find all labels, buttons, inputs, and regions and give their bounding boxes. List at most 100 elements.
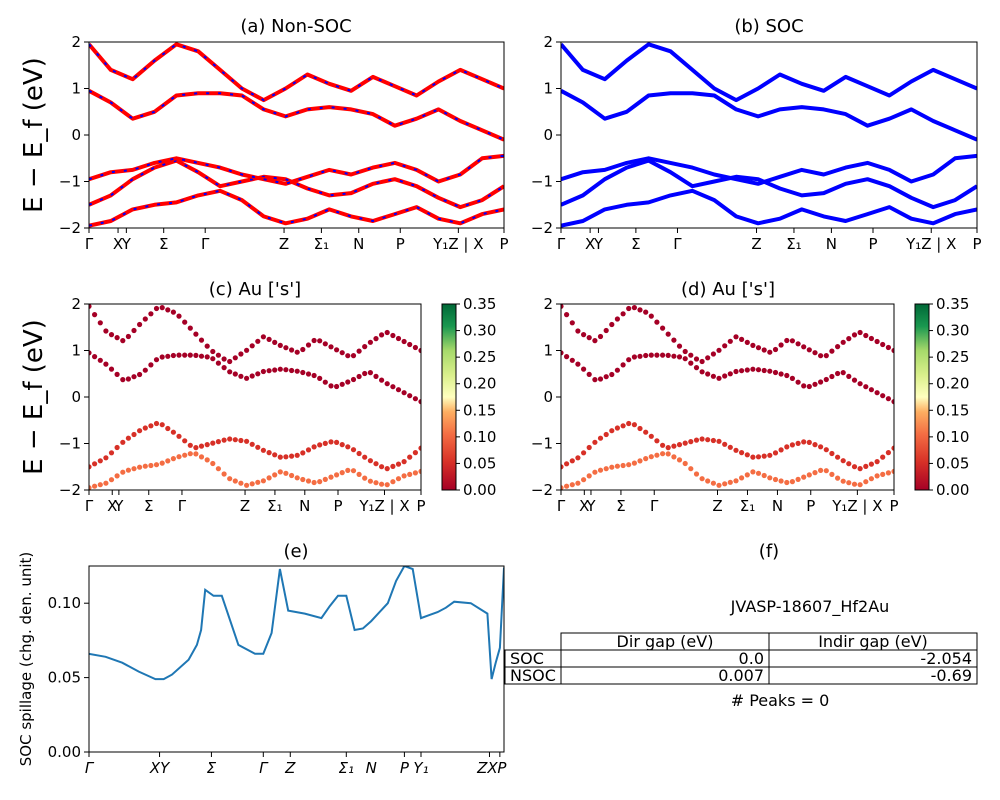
band-point [255, 444, 261, 450]
band-point [750, 454, 756, 460]
band-point [812, 442, 818, 448]
band-point [272, 367, 278, 373]
band-point [665, 445, 671, 451]
band-point [586, 371, 592, 377]
band-point [637, 458, 643, 464]
x-tick-label: P [499, 235, 508, 253]
band-point [620, 462, 626, 469]
band-point [609, 428, 615, 434]
band-point [198, 454, 205, 460]
table-row-label: NSOC [510, 666, 556, 685]
band-point [755, 470, 762, 476]
band-point [305, 478, 312, 484]
band-point [170, 429, 176, 435]
band-point [603, 466, 609, 472]
band-point [367, 478, 373, 484]
band-point [142, 367, 148, 373]
band-point [204, 343, 210, 349]
band-point [260, 368, 266, 375]
band-point [761, 367, 767, 374]
x-tick-label: X [107, 497, 117, 515]
table-cell [768, 666, 978, 685]
band-point [187, 442, 193, 448]
band-point [885, 470, 892, 476]
x-tick-label: Γ [650, 497, 659, 515]
x-tick-label: N [299, 497, 310, 515]
band-point [806, 472, 812, 478]
band-point [412, 450, 418, 456]
band-point [564, 483, 570, 489]
band-point [131, 466, 137, 472]
band-point [857, 329, 863, 336]
band-point [818, 444, 824, 450]
y-tick-label: 2 [71, 33, 81, 51]
band-point [665, 352, 671, 358]
band-point [671, 337, 677, 343]
band-point [159, 460, 165, 466]
x-tick-label: Γ [557, 235, 566, 253]
band-point [289, 453, 295, 459]
band-point [283, 454, 289, 460]
y-tick-label: 1 [71, 80, 81, 98]
band-point [676, 442, 683, 448]
band-point [637, 353, 643, 359]
band-point [727, 371, 733, 377]
band-point [840, 458, 846, 464]
band-point [648, 454, 654, 460]
band-point [412, 470, 418, 476]
y-tick-label: −1 [531, 173, 553, 191]
x-tick-label: Σ₁ [339, 759, 355, 777]
x-tick-label: Γ [85, 235, 94, 253]
band-point [103, 361, 109, 367]
band-point [362, 454, 368, 460]
band-point [390, 332, 396, 339]
x-tick-label: Z [279, 235, 289, 253]
y-tick-label: −2 [531, 481, 553, 499]
panel-e-line [89, 566, 504, 681]
band-point [289, 367, 295, 374]
x-tick-label: Y₁Z | X [905, 235, 956, 253]
band-point [345, 379, 351, 385]
band-point [603, 431, 609, 438]
x-tick-label: Γ [85, 759, 95, 777]
band-point [176, 433, 182, 439]
band-point [705, 478, 711, 484]
band-point [648, 352, 654, 358]
band-point [789, 375, 796, 381]
band-point [835, 370, 841, 377]
band-point [238, 437, 244, 444]
band-point [170, 352, 176, 359]
band-point [367, 458, 373, 464]
band-point [829, 450, 835, 457]
band-point [165, 353, 171, 359]
band-point [857, 381, 863, 387]
x-tick-label: Σ₁ [267, 497, 283, 515]
band-point [772, 346, 779, 353]
table-cell-value: 0.007 [718, 666, 764, 685]
band-point [395, 461, 402, 467]
band-point [227, 369, 233, 375]
panel-a: (a) Non-SOC 2 1 0 −1 −2 Γ XY Σ Γ Z Σ₁ N P Y₁Z | X P [59, 16, 509, 253]
band-point [710, 351, 717, 357]
band-point [716, 347, 722, 353]
band-point [863, 479, 869, 485]
band-point [823, 376, 829, 383]
band-point [789, 442, 796, 448]
band-point [412, 396, 418, 402]
panel-d-colorbar [914, 303, 930, 491]
band-line [89, 42, 504, 103]
band-point [643, 352, 649, 359]
band-point [761, 347, 767, 353]
band-point [300, 450, 306, 456]
band-point [772, 476, 779, 483]
band-point [255, 371, 261, 377]
band-point [581, 366, 587, 372]
band-point [581, 477, 587, 483]
panel-e-title: (e) [283, 541, 308, 562]
x-tick-label: Y₁ [413, 759, 428, 777]
band-point [767, 349, 773, 355]
band-point [317, 338, 323, 344]
band-point [863, 332, 869, 339]
band-point [772, 369, 779, 376]
